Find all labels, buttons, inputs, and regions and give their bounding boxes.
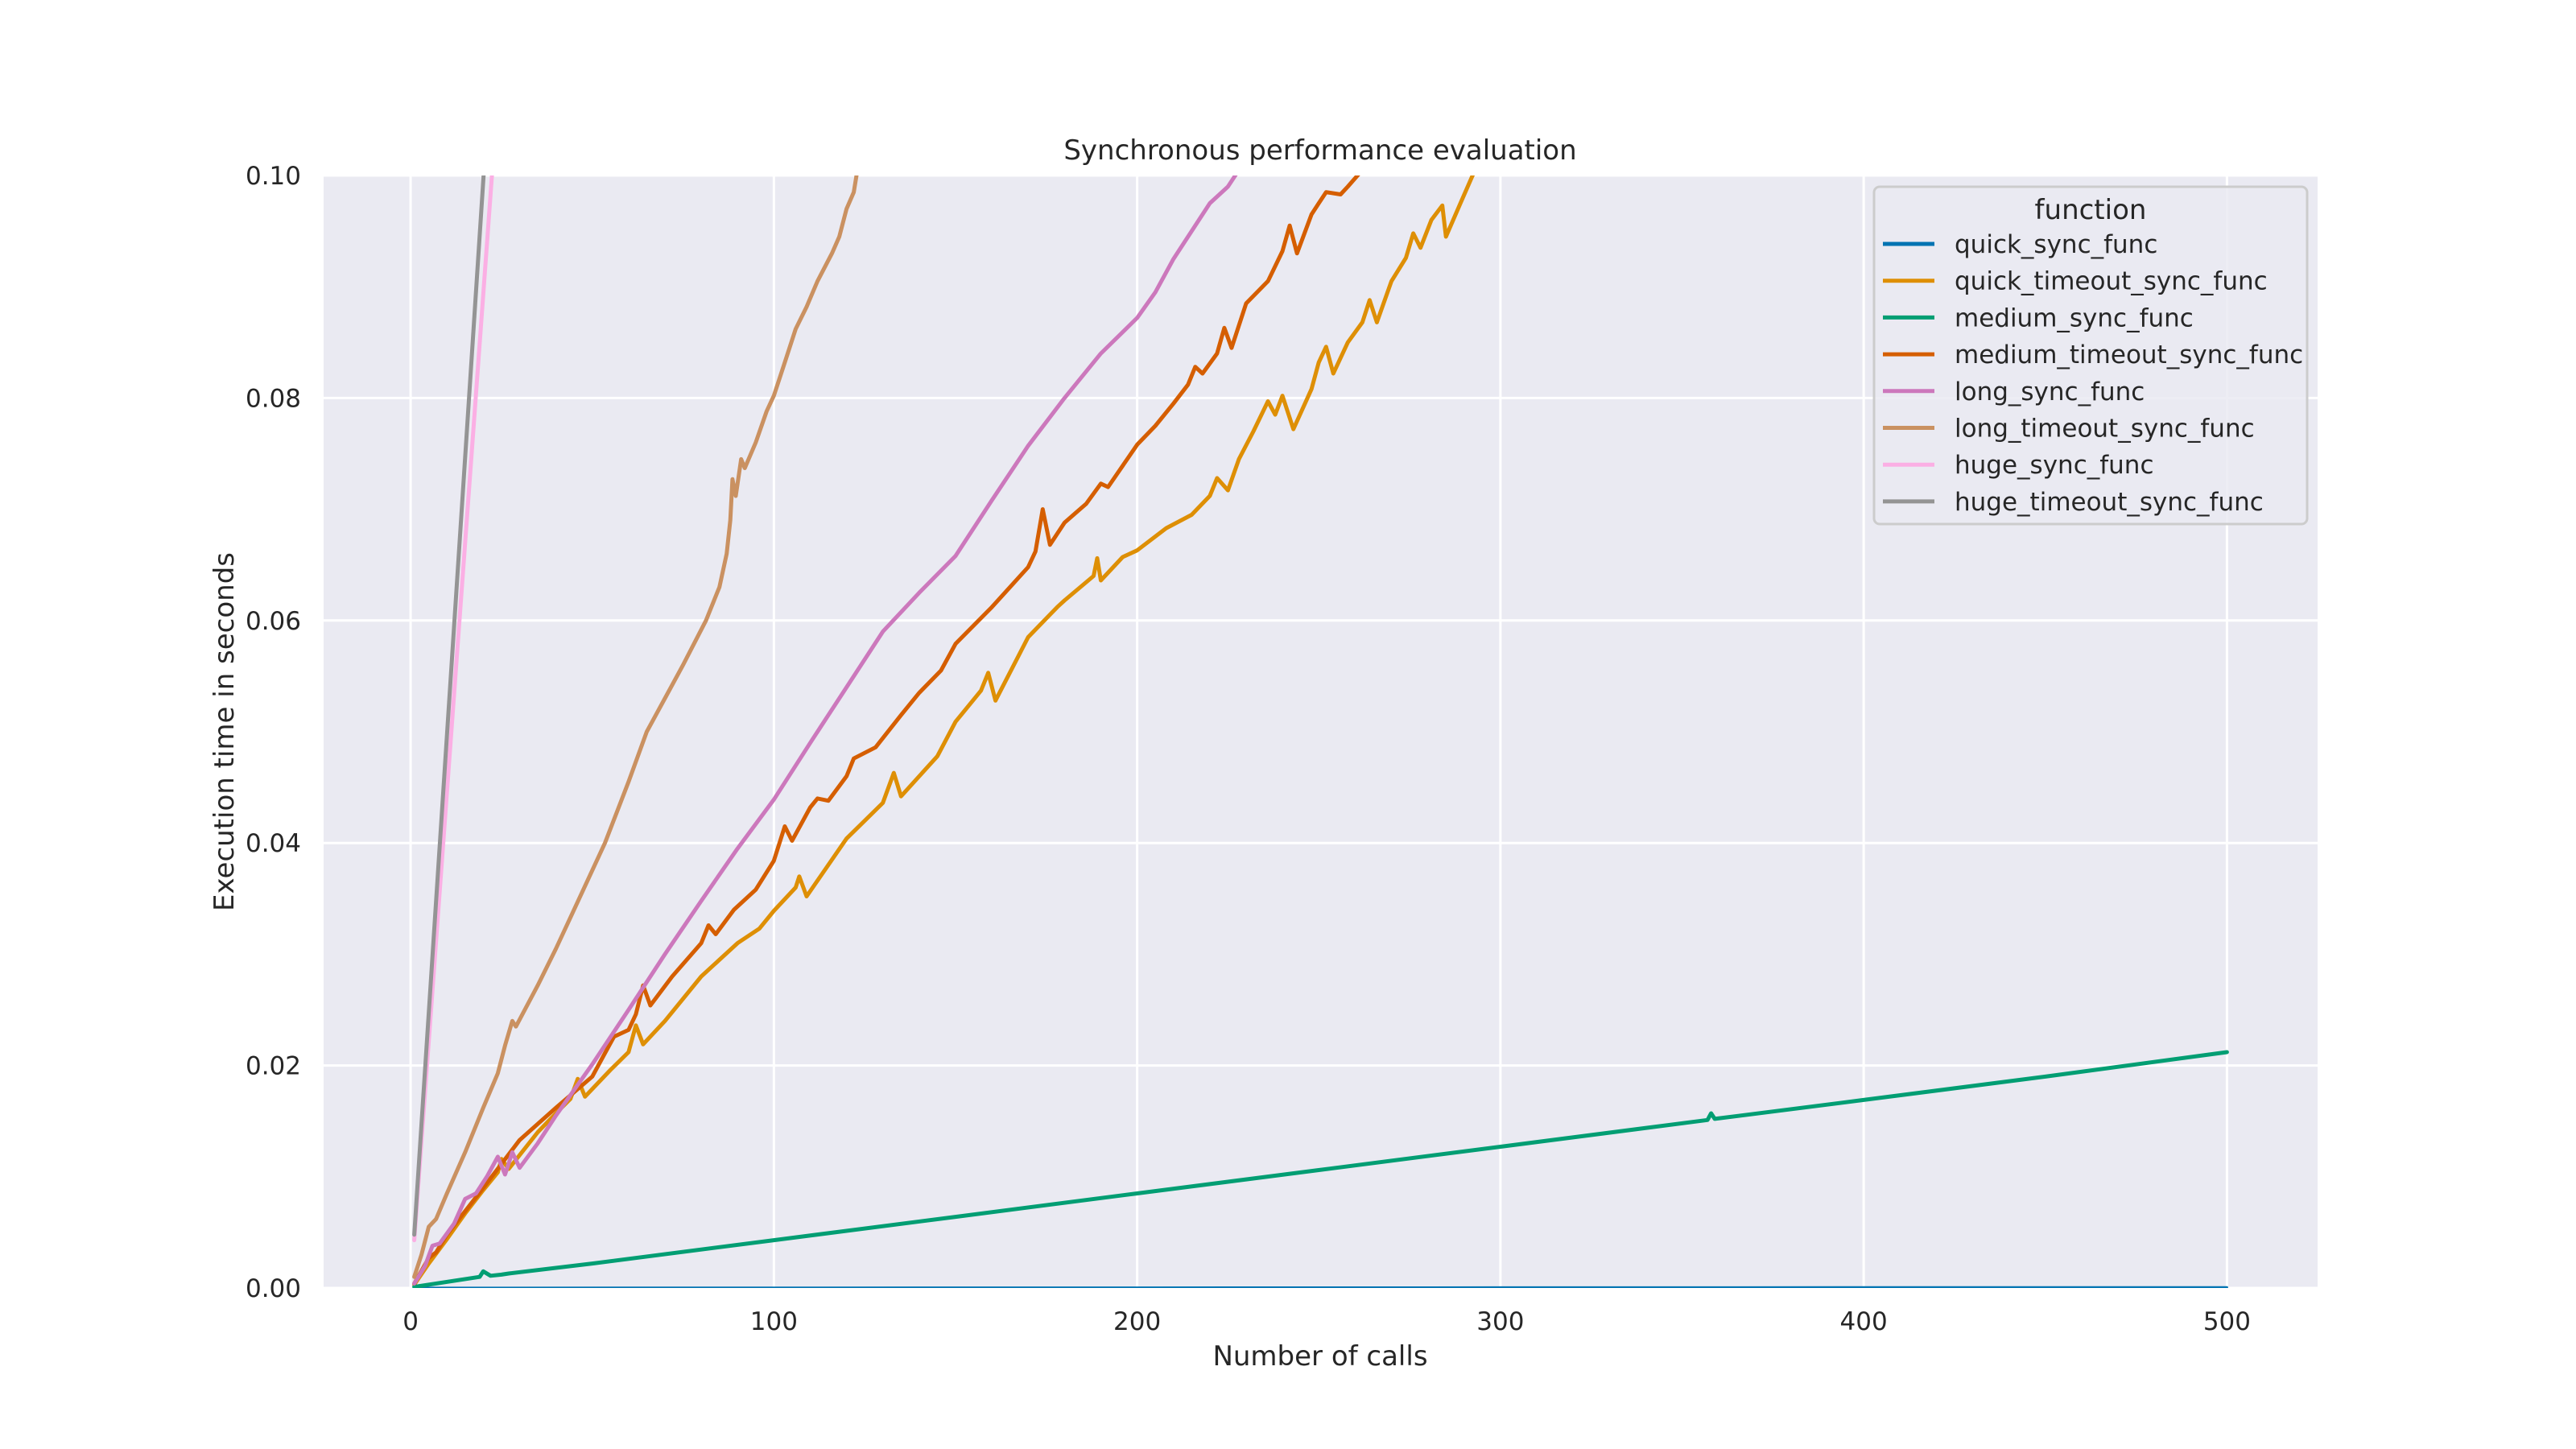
y-axis-label: Execution time in seconds xyxy=(208,552,241,911)
legend: function quick_sync_func quick_timeout_sy… xyxy=(1872,185,2309,526)
series-line-quick-sync-func xyxy=(413,1286,2228,1288)
legend-item: long_sync_func xyxy=(1883,378,2145,407)
chart-title: Synchronous performance evaluation xyxy=(1063,134,1576,167)
legend-label: quick_sync_func xyxy=(1955,230,2157,259)
legend-label: quick_timeout_sync_func xyxy=(1955,267,2268,296)
x-tick-label: 200 xyxy=(1113,1307,1161,1336)
legend-item: huge_sync_func xyxy=(1883,451,2154,480)
legend-item: huge_timeout_sync_func xyxy=(1883,488,2264,517)
legend-frame xyxy=(1872,185,2309,526)
legend-label: medium_timeout_sync_func xyxy=(1955,341,2303,369)
legend-label: long_timeout_sync_func xyxy=(1955,415,2255,444)
series-line-huge-timeout-sync-func xyxy=(412,175,486,1237)
legend-title: function xyxy=(2035,194,2147,226)
legend-label: medium_sync_func xyxy=(1955,303,2194,332)
legend-item: quick_timeout_sync_func xyxy=(1883,267,2268,296)
series-line-medium-sync-func xyxy=(412,1050,2229,1288)
y-axis-ticks: 0.00 0.02 0.04 0.06 0.08 0.10 xyxy=(246,162,301,1303)
legend-item: medium_timeout_sync_func xyxy=(1883,341,2303,369)
legend-item: medium_sync_func xyxy=(1883,303,2194,332)
x-tick-label: 100 xyxy=(750,1307,798,1336)
y-tick-label: 0.08 xyxy=(246,384,301,413)
x-tick-label: 300 xyxy=(1476,1307,1524,1336)
x-tick-label: 0 xyxy=(402,1307,419,1336)
legend-item: long_timeout_sync_func xyxy=(1883,415,2255,444)
legend-item: quick_sync_func xyxy=(1883,230,2157,259)
y-tick-label: 0.02 xyxy=(246,1052,301,1081)
x-axis-ticks: 0 100 200 300 400 500 xyxy=(402,1307,2251,1336)
series-line-medium-timeout-sync-func xyxy=(412,175,1360,1286)
series-lines xyxy=(412,175,2229,1288)
y-tick-label: 0.06 xyxy=(246,607,301,636)
y-tick-label: 0.00 xyxy=(246,1274,301,1303)
series-line-long-timeout-sync-func xyxy=(412,175,859,1279)
y-tick-label: 0.10 xyxy=(246,162,301,191)
x-tick-label: 400 xyxy=(1840,1307,1888,1336)
x-axis-label: Number of calls xyxy=(1212,1340,1427,1373)
legend-label: huge_sync_func xyxy=(1955,451,2154,480)
y-tick-label: 0.04 xyxy=(246,829,301,858)
legend-label: huge_timeout_sync_func xyxy=(1955,488,2264,517)
series-line-long-sync-func xyxy=(412,175,1238,1286)
x-tick-label: 500 xyxy=(2203,1307,2251,1336)
legend-label: long_sync_func xyxy=(1955,378,2145,407)
